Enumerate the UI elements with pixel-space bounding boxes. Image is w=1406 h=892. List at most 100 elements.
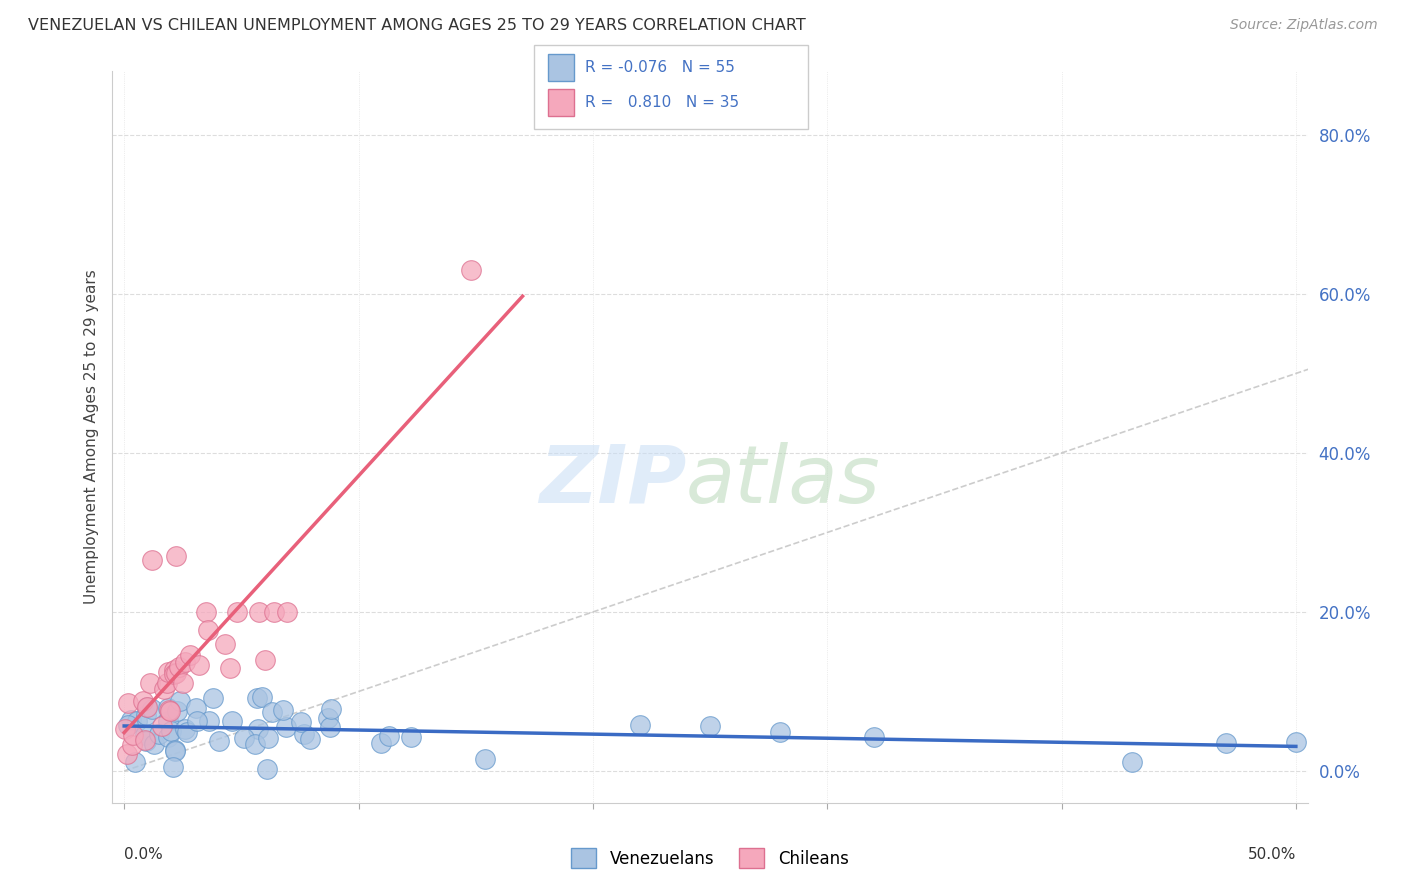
Point <box>152 681 174 696</box>
Point <box>159 724 181 739</box>
Point <box>148 726 170 740</box>
Point <box>134 732 156 747</box>
Point <box>156 676 179 690</box>
Point <box>292 727 315 741</box>
Point <box>1285 735 1308 749</box>
Point <box>117 697 139 711</box>
Point <box>127 714 149 728</box>
Point <box>208 733 231 747</box>
Point <box>159 704 181 718</box>
Point <box>141 702 163 716</box>
Point <box>136 700 159 714</box>
Text: R =   0.810   N = 35: R = 0.810 N = 35 <box>585 95 740 110</box>
Point <box>370 736 392 750</box>
Point <box>115 747 138 761</box>
Point <box>165 549 187 564</box>
Point <box>165 666 187 681</box>
Point <box>142 737 165 751</box>
Point <box>187 658 209 673</box>
Point <box>184 701 207 715</box>
Point <box>135 708 157 723</box>
Point <box>316 711 339 725</box>
Point <box>141 553 163 567</box>
Text: 50.0%: 50.0% <box>1247 847 1296 862</box>
Point <box>399 730 422 744</box>
Point <box>273 703 295 717</box>
Point <box>253 653 276 667</box>
Point <box>134 728 156 742</box>
Text: Source: ZipAtlas.com: Source: ZipAtlas.com <box>1230 18 1378 32</box>
Point <box>117 718 139 732</box>
Point <box>174 722 197 736</box>
Point <box>114 723 136 737</box>
Point <box>274 720 297 734</box>
Point <box>201 691 224 706</box>
Point <box>132 693 155 707</box>
Text: atlas: atlas <box>686 442 882 520</box>
Point <box>628 718 651 732</box>
Point <box>256 763 278 777</box>
Point <box>221 714 243 728</box>
Point <box>276 605 298 619</box>
Point <box>120 714 142 728</box>
Point <box>186 714 208 728</box>
Point <box>174 655 197 669</box>
Text: ZIP: ZIP <box>538 442 686 520</box>
Point <box>378 729 401 743</box>
Text: VENEZUELAN VS CHILEAN UNEMPLOYMENT AMONG AGES 25 TO 29 YEARS CORRELATION CHART: VENEZUELAN VS CHILEAN UNEMPLOYMENT AMONG… <box>28 18 806 33</box>
Point <box>135 734 157 748</box>
Point <box>225 605 247 619</box>
Point <box>167 660 190 674</box>
Point <box>699 719 721 733</box>
Point <box>156 701 179 715</box>
Point <box>179 648 201 663</box>
Point <box>263 605 285 619</box>
Point <box>319 720 342 734</box>
Point <box>250 690 273 705</box>
Text: R = -0.076   N = 55: R = -0.076 N = 55 <box>585 61 735 75</box>
Point <box>165 742 187 756</box>
Point <box>218 660 240 674</box>
Point <box>124 756 146 770</box>
Point <box>166 705 188 719</box>
Point <box>122 728 145 742</box>
Point <box>769 724 792 739</box>
Point <box>162 760 184 774</box>
Point <box>1215 736 1237 750</box>
Point <box>121 739 143 753</box>
Point <box>156 665 179 680</box>
Y-axis label: Unemployment Among Ages 25 to 29 years: Unemployment Among Ages 25 to 29 years <box>84 269 100 605</box>
Point <box>159 703 181 717</box>
Point <box>172 675 194 690</box>
Point <box>198 714 221 728</box>
Legend: Venezuelans, Chileans: Venezuelans, Chileans <box>565 841 855 875</box>
Point <box>299 732 322 747</box>
Point <box>165 744 187 758</box>
Point <box>163 666 186 681</box>
Point <box>135 700 157 714</box>
Point <box>257 731 280 746</box>
Point <box>863 730 886 744</box>
Text: 0.0%: 0.0% <box>124 847 163 862</box>
Point <box>150 719 173 733</box>
Point <box>249 605 271 619</box>
Point <box>139 675 162 690</box>
Point <box>321 702 343 716</box>
Point <box>197 623 219 637</box>
Point <box>1121 756 1143 770</box>
Point <box>169 694 191 708</box>
Point <box>474 752 496 766</box>
Point <box>233 731 256 746</box>
Point <box>262 705 284 719</box>
Point <box>214 637 236 651</box>
Point <box>195 605 218 619</box>
Point <box>156 714 179 728</box>
Point <box>246 722 269 736</box>
Point <box>157 730 180 744</box>
Point <box>290 714 312 729</box>
Point <box>245 690 267 705</box>
Point <box>163 663 186 677</box>
Point <box>460 263 482 277</box>
Point <box>176 725 198 739</box>
Point <box>245 737 267 751</box>
